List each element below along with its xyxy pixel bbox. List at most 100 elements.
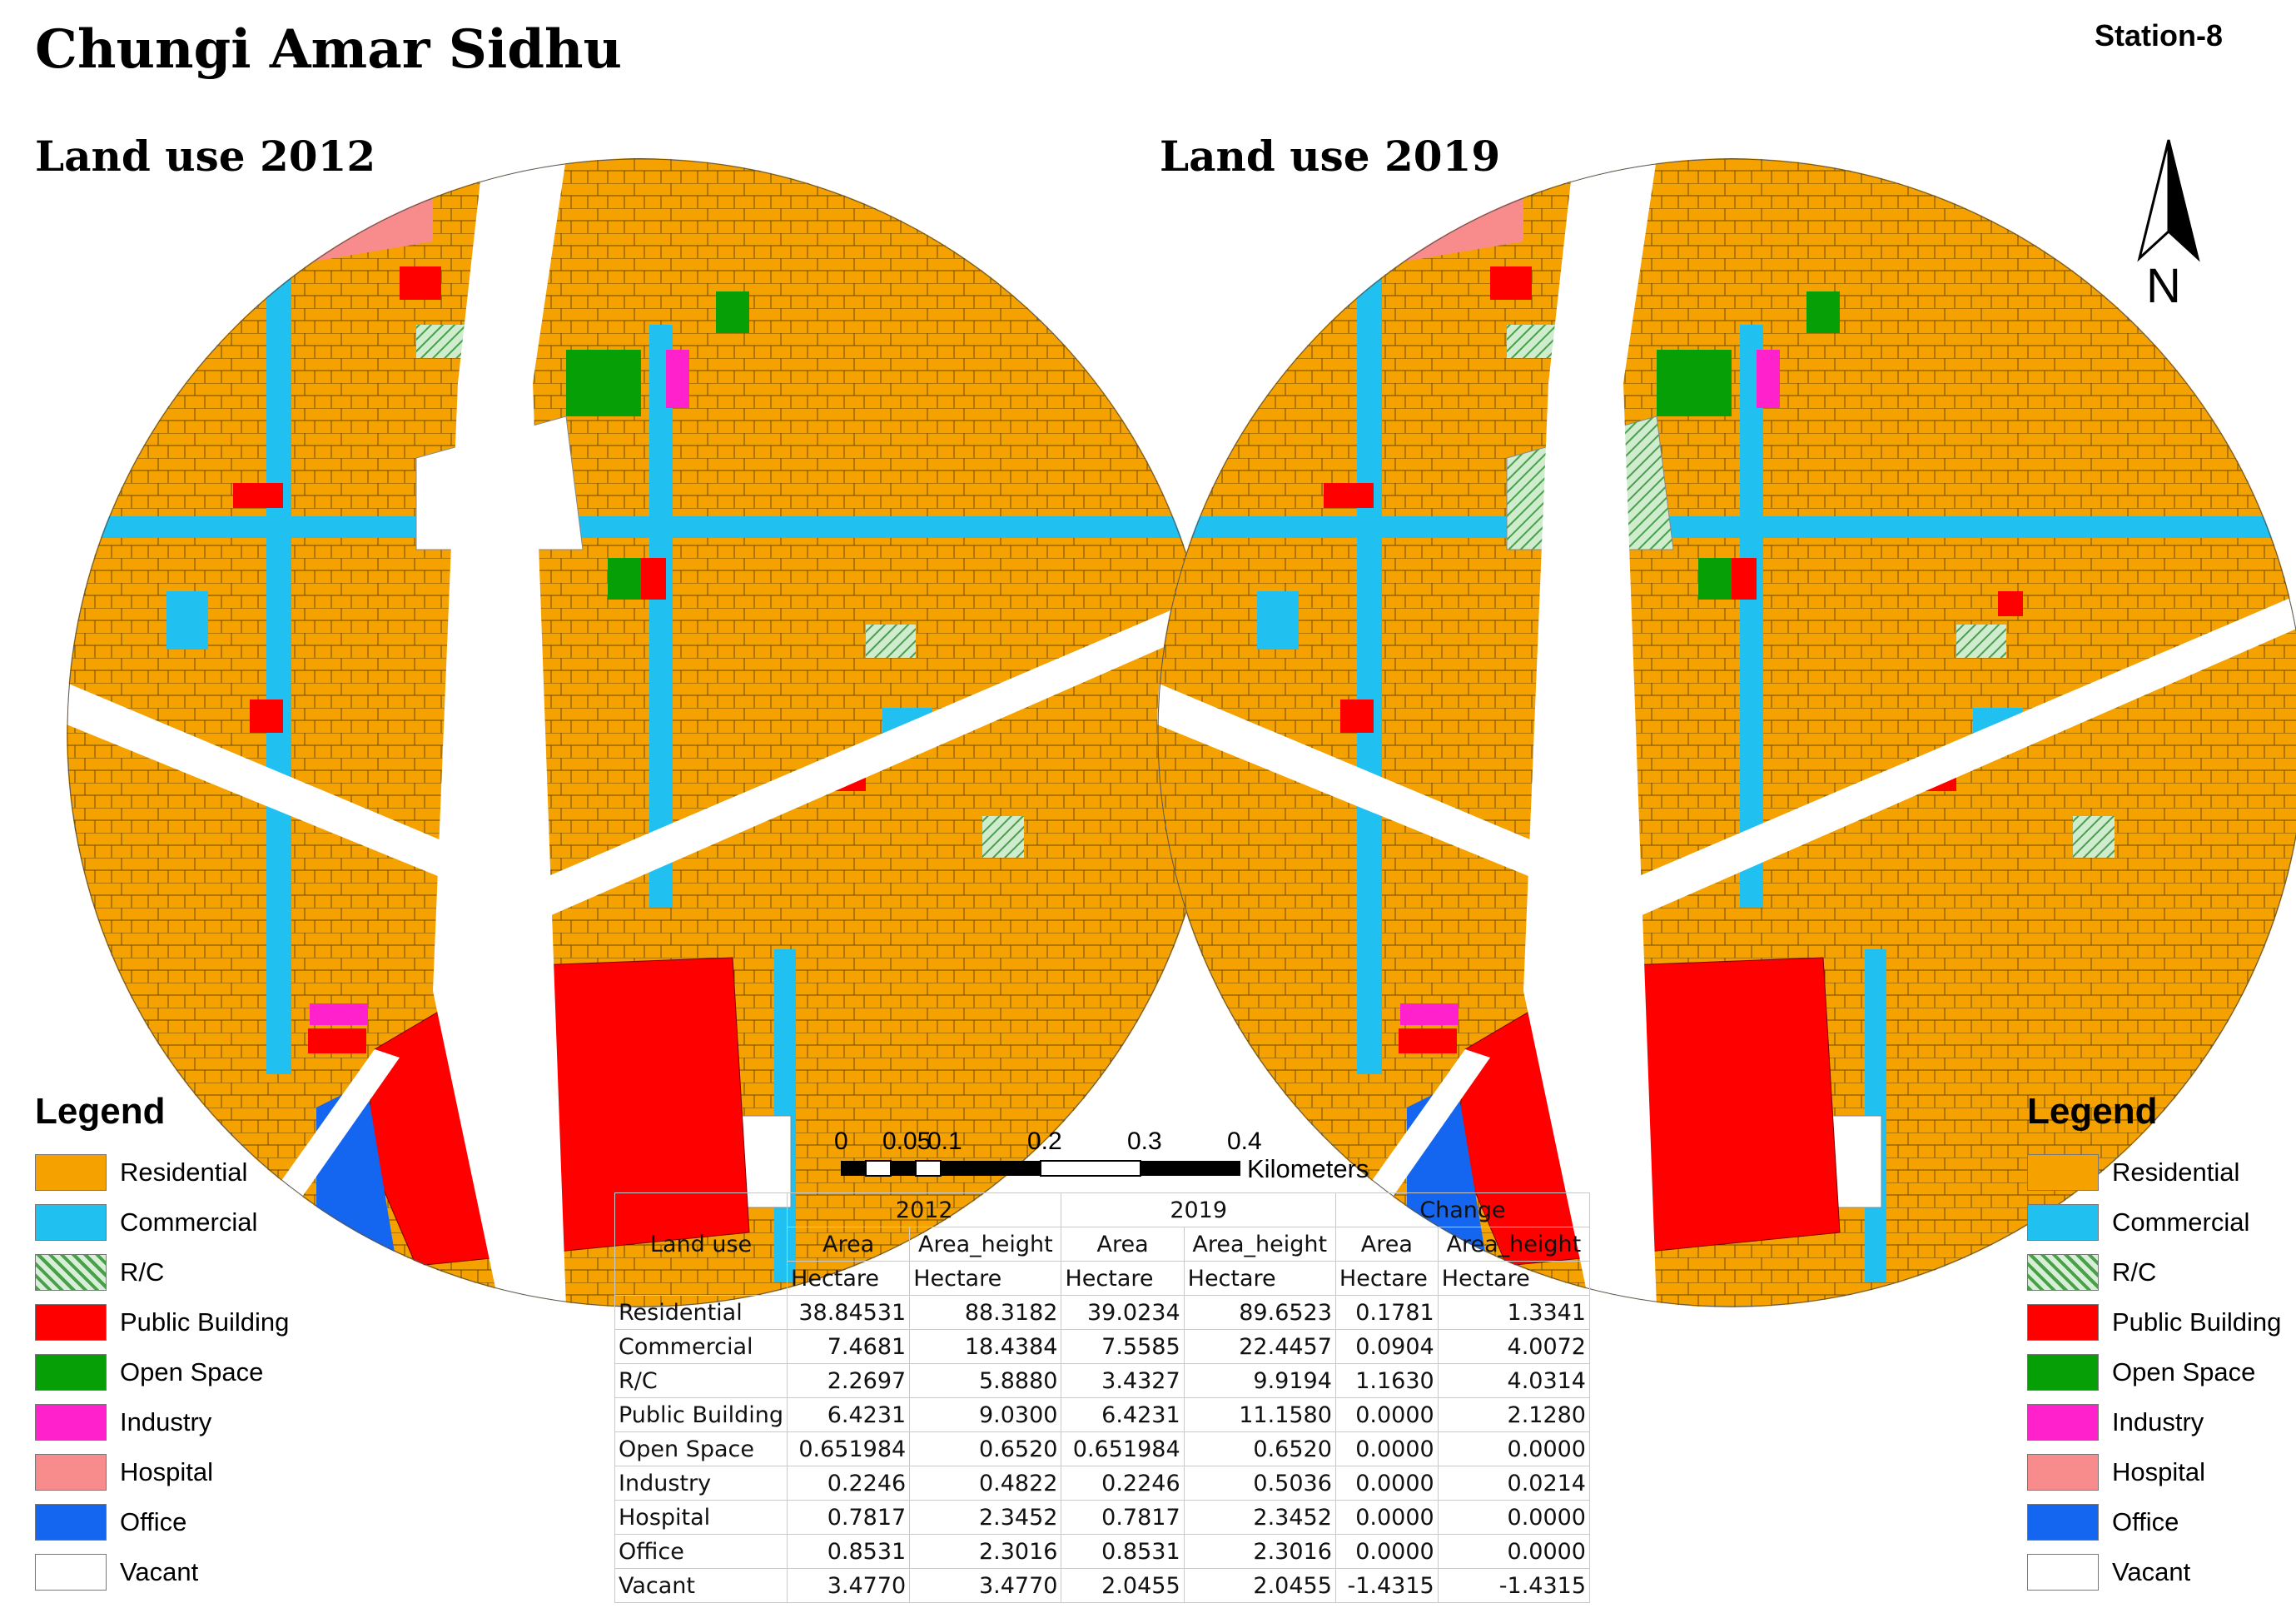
cell-land-use: Office xyxy=(614,1534,788,1569)
cell-value: 0.7817 xyxy=(787,1500,911,1535)
cell-value: 9.0300 xyxy=(909,1397,1062,1432)
legend-label: Residential xyxy=(120,1158,248,1187)
north-arrow: N xyxy=(2123,133,2214,313)
header-area-height: Area_height xyxy=(909,1227,1062,1262)
legend-item: Residential xyxy=(35,1148,289,1197)
cell-value: 0.8531 xyxy=(787,1534,911,1569)
cell-value: 3.4770 xyxy=(909,1568,1062,1603)
legend-swatch xyxy=(35,1354,107,1391)
header-unit: Hectare xyxy=(909,1261,1062,1296)
legend-item: Commercial xyxy=(35,1197,289,1247)
legend-label: Public Building xyxy=(120,1307,290,1337)
cell-value: 2.1280 xyxy=(1437,1397,1591,1432)
legend-item: Residential xyxy=(2027,1148,2281,1197)
cell-land-use: Public Building xyxy=(614,1397,788,1432)
cell-value: 38.84531 xyxy=(787,1295,911,1330)
legend-label: Office xyxy=(120,1507,187,1536)
legend-label: Hospital xyxy=(2112,1457,2205,1486)
legend-swatch xyxy=(35,1554,107,1591)
legend-item: Office xyxy=(2027,1497,2281,1547)
legend-item: Vacant xyxy=(35,1547,289,1597)
cell-value: 39.0234 xyxy=(1061,1295,1185,1330)
legend-swatch xyxy=(2027,1204,2099,1241)
cell-value: 0.4822 xyxy=(909,1466,1062,1501)
table-row: Open Space 0.651984 0.6520 0.651984 0.6520 0.… xyxy=(614,1431,1591,1466)
cell-land-use: Open Space xyxy=(614,1431,788,1466)
legend-right: Legend Residential Commercial R/C Public Bu… xyxy=(2027,1091,2281,1597)
cell-value: 2.3016 xyxy=(1183,1534,1336,1569)
cell-value: 2.3016 xyxy=(909,1534,1062,1569)
legend-swatch xyxy=(35,1154,107,1191)
cell-value: 11.1580 xyxy=(1183,1397,1336,1432)
legend-label: Open Space xyxy=(120,1357,264,1387)
cell-value: 0.0000 xyxy=(1334,1397,1439,1432)
legend-label: Open Space xyxy=(2112,1357,2256,1387)
north-label: N xyxy=(2146,259,2181,313)
scale-tick-label: 0.2 xyxy=(1027,1128,1062,1155)
header-unit: Hectare xyxy=(1183,1261,1336,1296)
cell-value: 0.0000 xyxy=(1437,1534,1591,1569)
cell-value: 88.3182 xyxy=(909,1295,1062,1330)
header-unit: Hectare xyxy=(787,1261,911,1296)
cell-value: 4.0314 xyxy=(1437,1363,1591,1398)
legend-swatch xyxy=(2027,1154,2099,1191)
legend-item: Public Building xyxy=(2027,1297,2281,1347)
north-arrow-icon xyxy=(2137,139,2200,262)
legend-item: Hospital xyxy=(35,1447,289,1497)
header-land-use: Land use xyxy=(614,1192,788,1296)
cell-value: 0.0000 xyxy=(1437,1500,1591,1535)
cell-value: -1.4315 xyxy=(1437,1568,1591,1603)
legend-label: Industry xyxy=(120,1407,212,1436)
page-title: Chungi Amar Sidhu xyxy=(35,18,623,81)
legend-item: Hospital xyxy=(2027,1447,2281,1497)
table-row: Office 0.8531 2.3016 0.8531 2.3016 0.0000 0.00… xyxy=(614,1534,1591,1569)
legend-left: Legend Residential Commercial R/C Public Bu… xyxy=(35,1091,289,1597)
cell-value: 0.2246 xyxy=(787,1466,911,1501)
legend-swatch xyxy=(2027,1504,2099,1541)
legend-label: Vacant xyxy=(2112,1557,2191,1586)
map-title-2019: Land use 2019 xyxy=(1160,132,1501,181)
header-area-height: Area_height xyxy=(1183,1227,1336,1262)
cell-value: 2.3452 xyxy=(909,1500,1062,1535)
table-row: Vacant 3.4770 3.4770 2.0455 2.0455 -1.4315 -1.… xyxy=(614,1568,1591,1603)
legend-label: Public Building xyxy=(2112,1307,2282,1337)
legend-swatch xyxy=(35,1454,107,1491)
header-area: Area xyxy=(1334,1227,1439,1262)
legend-item: R/C xyxy=(35,1247,289,1297)
cell-land-use: Industry xyxy=(614,1466,788,1501)
legend-item: Public Building xyxy=(35,1297,289,1347)
cell-value: 0.6520 xyxy=(1183,1431,1336,1466)
legend-title: Legend xyxy=(2027,1091,2158,1132)
header-2012: 2012 xyxy=(787,1192,1062,1227)
land-use-table: Land use 2012 2019 Change Area Area_heig… xyxy=(614,1192,1591,1603)
header-area: Area xyxy=(1061,1227,1185,1262)
station-label: Station-8 xyxy=(2094,18,2223,52)
cell-value: 22.4457 xyxy=(1183,1329,1336,1364)
legend-item: Office xyxy=(35,1497,289,1547)
cell-land-use: R/C xyxy=(614,1363,788,1398)
legend-swatch xyxy=(2027,1254,2099,1291)
cell-value: 0.0000 xyxy=(1334,1466,1439,1501)
legend-item: R/C xyxy=(2027,1247,2281,1297)
legend-item: Commercial xyxy=(2027,1197,2281,1247)
cell-value: 0.0904 xyxy=(1334,1329,1439,1364)
table-row: Industry 0.2246 0.4822 0.2246 0.5036 0.0000 0.… xyxy=(614,1466,1591,1501)
legend-swatch xyxy=(35,1404,107,1441)
legend-item: Vacant xyxy=(2027,1547,2281,1597)
cell-land-use: Residential xyxy=(614,1295,788,1330)
legend-swatch xyxy=(2027,1304,2099,1341)
legend-label: Commercial xyxy=(2112,1207,2250,1237)
cell-value: 0.8531 xyxy=(1061,1534,1185,1569)
cell-value: 89.6523 xyxy=(1183,1295,1336,1330)
cell-value: 18.4384 xyxy=(909,1329,1062,1364)
legend-label: Vacant xyxy=(120,1557,199,1586)
cell-value: 0.1781 xyxy=(1334,1295,1439,1330)
table-row: Hospital 0.7817 2.3452 0.7817 2.3452 0.0000 0.… xyxy=(614,1500,1591,1535)
header-2019: 2019 xyxy=(1061,1192,1336,1227)
legend-item: Industry xyxy=(2027,1397,2281,1447)
map-title-2012: Land use 2012 xyxy=(35,132,376,181)
cell-value: 7.5585 xyxy=(1061,1329,1185,1364)
legend-item: Open Space xyxy=(35,1347,289,1397)
cell-value: 0.2246 xyxy=(1061,1466,1185,1501)
legend-swatch xyxy=(2027,1354,2099,1391)
